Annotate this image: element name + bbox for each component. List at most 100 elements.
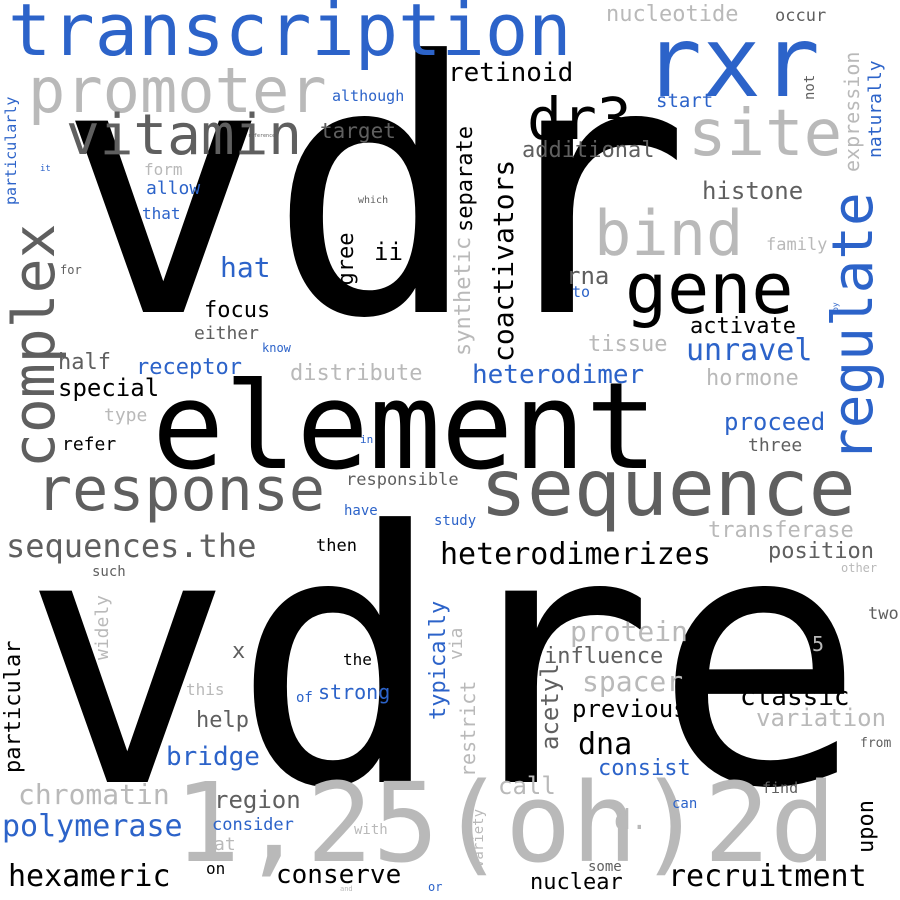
word-additional: additional bbox=[522, 138, 655, 163]
word-not: not bbox=[802, 74, 818, 100]
word-particular: particular bbox=[1, 640, 26, 773]
word-rxr: rxr bbox=[643, 6, 821, 120]
word-transferase: transferase bbox=[708, 518, 854, 543]
word-this: this bbox=[186, 680, 225, 699]
word-focus: focus bbox=[204, 298, 271, 323]
word-vdr: vdr bbox=[58, 0, 691, 395]
word-5: 5 bbox=[812, 632, 825, 656]
word-classic: classic bbox=[740, 682, 850, 712]
word-strong: strong bbox=[318, 680, 391, 704]
word-distribute: distribute bbox=[290, 361, 423, 386]
word-know: know bbox=[262, 341, 291, 355]
word-to: to bbox=[572, 283, 591, 301]
word-which: which bbox=[358, 195, 389, 206]
word-dr3: dr3 bbox=[527, 85, 632, 153]
word-half: half bbox=[58, 350, 111, 375]
word-bridge: bridge bbox=[166, 742, 260, 772]
word-of: of bbox=[296, 690, 313, 706]
word-either: either bbox=[194, 323, 260, 344]
word-vitamin: vitamin bbox=[66, 103, 303, 168]
word-and: and bbox=[340, 885, 353, 893]
word-heterodimerizes: heterodimerizes bbox=[440, 537, 711, 572]
word-unravel: unravel bbox=[686, 333, 813, 368]
word-consist: consist bbox=[598, 756, 691, 781]
word-region: region bbox=[214, 786, 301, 814]
word-it: it bbox=[40, 164, 51, 174]
word-upon: upon bbox=[854, 800, 879, 853]
word-refer: refer bbox=[62, 434, 117, 455]
word-for: for bbox=[60, 263, 82, 277]
word-bind: bind bbox=[594, 197, 744, 270]
word-chromatin: chromatin bbox=[18, 778, 170, 811]
word-can: can bbox=[672, 796, 698, 812]
word-have: have bbox=[344, 503, 378, 519]
word-target: target bbox=[320, 119, 396, 143]
word-d: d. bbox=[614, 803, 648, 836]
word-activate: activate bbox=[690, 314, 796, 339]
word-gene: gene bbox=[625, 248, 794, 330]
word-restrict: restrict bbox=[456, 680, 480, 777]
word-promoter: promoter bbox=[28, 54, 327, 127]
word-three: three bbox=[748, 435, 803, 456]
word-two: two bbox=[868, 604, 899, 624]
word-such: such bbox=[92, 564, 126, 580]
word-family: family bbox=[766, 235, 828, 255]
word-responsible: responsible bbox=[346, 470, 459, 490]
word-polymerase: polymerase bbox=[2, 809, 183, 844]
word-rna: rna bbox=[566, 262, 610, 290]
word-at: at bbox=[214, 834, 236, 855]
word-naturally: naturally bbox=[865, 60, 886, 158]
word-study: study bbox=[434, 513, 477, 529]
word-hexameric: hexameric bbox=[8, 859, 171, 894]
word-find: find bbox=[762, 779, 799, 797]
word-regulate: regulate bbox=[821, 192, 886, 462]
word-tissue: tissue bbox=[588, 332, 668, 357]
word-consider: consider bbox=[212, 815, 294, 835]
word-hat: hat bbox=[220, 251, 271, 284]
word-complex: complex bbox=[0, 223, 68, 468]
word-that: that bbox=[142, 204, 181, 223]
word-occur: occur bbox=[775, 6, 827, 26]
word-spacer: spacer bbox=[582, 665, 684, 698]
word-variety: variety bbox=[471, 808, 487, 868]
word-the: the bbox=[343, 650, 372, 669]
word-on: on bbox=[206, 859, 226, 878]
word-typically: typically bbox=[426, 600, 451, 720]
word-with: with bbox=[354, 822, 388, 838]
word-other: other bbox=[841, 561, 878, 575]
word-heterodimer: heterodimer bbox=[472, 360, 645, 390]
word-position: position bbox=[768, 539, 874, 564]
word-from: from bbox=[860, 736, 892, 751]
word-in: in bbox=[360, 433, 374, 446]
word-by: by bbox=[831, 302, 840, 312]
word-element: element bbox=[152, 358, 658, 497]
word-vdre: vdre bbox=[22, 457, 865, 865]
word-dna: dna bbox=[578, 727, 633, 762]
word-separate: separate bbox=[453, 126, 478, 232]
word-then: then bbox=[316, 536, 357, 556]
word-conserve: conserve bbox=[276, 860, 402, 890]
word-nucleotide: nucleotide bbox=[606, 2, 739, 27]
word-start: start bbox=[656, 90, 714, 112]
word-response: response bbox=[36, 455, 325, 525]
word-allow: allow bbox=[146, 178, 201, 199]
word-acetyl: acetyl bbox=[536, 663, 564, 750]
word-site: site bbox=[688, 97, 843, 171]
word-although: although bbox=[332, 87, 405, 105]
word-or: or bbox=[428, 880, 443, 894]
word-retinoid: retinoid bbox=[448, 58, 574, 88]
word-special: special bbox=[58, 374, 160, 402]
word-expression: expression bbox=[840, 51, 864, 172]
word-oh2d: 1,25(oh)2d bbox=[174, 759, 837, 887]
word-some: some bbox=[588, 859, 622, 875]
word-ii: ii bbox=[374, 238, 403, 266]
word-type: type bbox=[104, 405, 148, 426]
word-nuclear: nuclear bbox=[530, 870, 623, 895]
word-variation: variation bbox=[756, 704, 887, 732]
word-degree: degree bbox=[334, 232, 359, 312]
word-sequences-the: sequences.the bbox=[6, 527, 257, 565]
word-histone: histone bbox=[702, 177, 804, 205]
word-recruitment: recruitment bbox=[668, 859, 867, 894]
word-form: form bbox=[144, 160, 183, 179]
